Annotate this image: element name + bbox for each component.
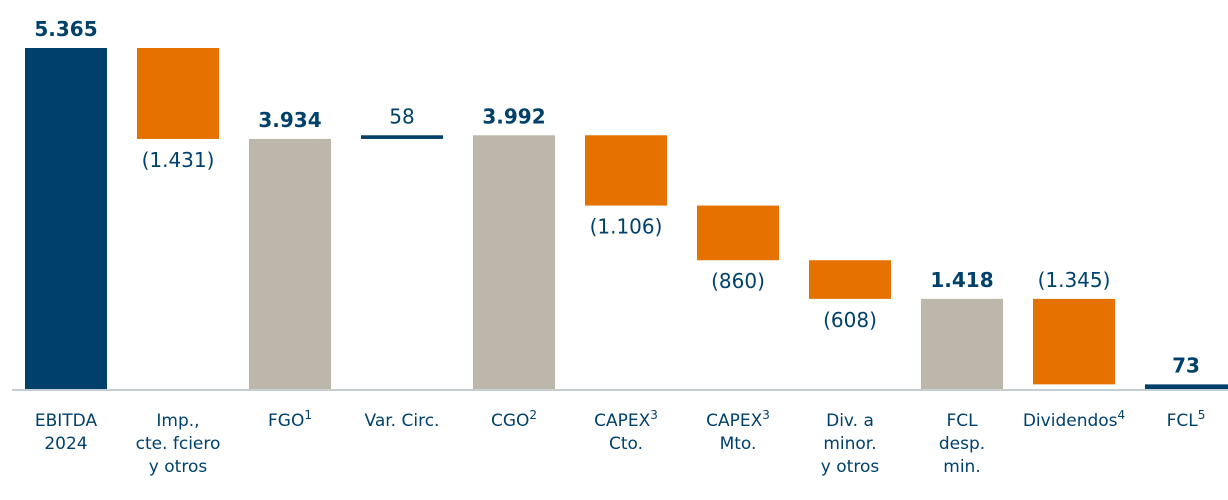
category-note: 4 xyxy=(1118,408,1126,422)
x-tick-label: Mto. xyxy=(720,434,757,454)
category-line: FCL xyxy=(946,411,978,431)
x-tick-label: cte. fciero xyxy=(136,434,221,454)
x-tick-label: CGO2 xyxy=(491,408,537,431)
x-tick-label: Var. Circ. xyxy=(365,411,440,431)
bar xyxy=(137,48,219,139)
bar xyxy=(1033,298,1115,385)
x-tick-label: Cto. xyxy=(609,434,643,454)
value-label: 58 xyxy=(389,104,414,128)
x-tick-label: CAPEX3 xyxy=(594,408,658,431)
x-tick-label: CAPEX3 xyxy=(706,408,770,431)
category-line: Dividendos xyxy=(1023,411,1118,431)
x-tick-label: y otros xyxy=(149,457,208,477)
value-label: 1.418 xyxy=(930,268,993,292)
bar xyxy=(697,205,779,261)
category-note: 3 xyxy=(650,408,658,422)
category-note: 1 xyxy=(304,408,312,422)
category-note: 3 xyxy=(762,408,770,422)
bar xyxy=(361,135,443,139)
category-line: Var. Circ. xyxy=(365,411,440,431)
x-tick-label: Div. a xyxy=(826,411,874,431)
category-line: CGO xyxy=(491,411,529,431)
value-label: 73 xyxy=(1172,353,1200,377)
bar xyxy=(249,138,331,389)
x-tick-label: 2024 xyxy=(44,434,87,454)
category-line: minor. xyxy=(823,434,876,454)
bar xyxy=(585,135,667,206)
category-line: y otros xyxy=(821,457,880,477)
value-label: (1.106) xyxy=(590,215,663,239)
value-label: 3.992 xyxy=(482,104,545,128)
category-line: CAPEX xyxy=(594,411,650,431)
x-tick-label: Dividendos4 xyxy=(1023,408,1125,431)
category-line: y otros xyxy=(149,457,208,477)
category-line: CAPEX xyxy=(706,411,762,431)
x-tick-label: y otros xyxy=(821,457,880,477)
x-tick-label: EBITDA xyxy=(35,411,98,431)
x-tick-label: FGO1 xyxy=(268,408,312,431)
category-line: EBITDA xyxy=(35,411,98,431)
category-line: FCL xyxy=(1167,411,1199,431)
x-tick-label: minor. xyxy=(823,434,876,454)
category-line: FGO xyxy=(268,411,304,431)
x-tick-label: FCL xyxy=(946,411,978,431)
category-line: Cto. xyxy=(609,434,643,454)
category-line: cte. fciero xyxy=(136,434,221,454)
category-line: desp. xyxy=(939,434,985,454)
category-line: 2024 xyxy=(44,434,87,454)
category-line: Imp., xyxy=(156,411,199,431)
bar xyxy=(1145,384,1228,389)
category-line: min. xyxy=(943,457,980,477)
x-tick-label: Imp., xyxy=(156,411,199,431)
value-label: (1.431) xyxy=(142,148,215,172)
value-label: (608) xyxy=(823,308,877,332)
value-label: (1.345) xyxy=(1038,268,1111,292)
category-line: Mto. xyxy=(720,434,757,454)
bar xyxy=(473,135,555,389)
x-tick-label: min. xyxy=(943,457,980,477)
bar xyxy=(25,48,107,389)
value-label: 3.934 xyxy=(258,108,321,132)
category-note: 5 xyxy=(1198,408,1206,422)
value-label: 5.365 xyxy=(34,17,97,41)
bar xyxy=(921,298,1003,389)
x-tick-label: desp. xyxy=(939,434,985,454)
category-note: 2 xyxy=(529,408,537,422)
bar xyxy=(809,260,891,299)
x-tick-label: FCL5 xyxy=(1167,408,1206,431)
category-line: Div. a xyxy=(826,411,874,431)
value-label: (860) xyxy=(711,269,765,293)
